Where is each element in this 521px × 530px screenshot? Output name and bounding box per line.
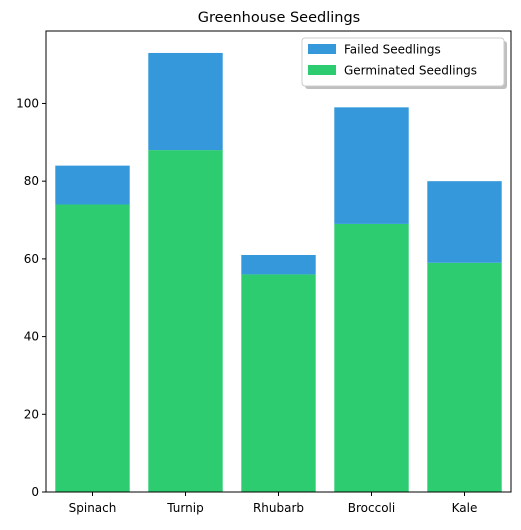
y-tick-label: 40 <box>24 330 39 344</box>
bar-germinated-seedlings-kale <box>427 262 502 492</box>
legend-label-germinated-seedlings: Germinated Seedlings <box>344 64 477 78</box>
bar-failed-seedlings-spinach <box>55 165 130 205</box>
x-tick-label-rhubarb: Rhubarb <box>253 501 304 515</box>
legend-box <box>301 37 505 87</box>
bar-germinated-seedlings-rhubarb <box>241 274 316 492</box>
x-tick-label-broccoli: Broccoli <box>348 501 395 515</box>
bars-layer <box>55 52 502 493</box>
bar-germinated-seedlings-broccoli <box>334 223 409 492</box>
bar-failed-seedlings-broccoli <box>334 107 409 224</box>
x-axis: Spinach Turnip Rhubarb Broccoli Kale <box>69 492 478 515</box>
legend: Failed Seedlings Germinated Seedlings <box>301 37 507 89</box>
legend-label-failed-seedlings: Failed Seedlings <box>344 43 441 57</box>
y-tick-label: 100 <box>16 96 39 110</box>
x-tick-label-turnip: Turnip <box>166 501 203 515</box>
y-axis: 0 20 40 60 80 100 <box>16 96 46 499</box>
bar-failed-seedlings-kale <box>427 181 502 263</box>
y-tick-label: 0 <box>31 485 39 499</box>
y-tick-label: 60 <box>24 252 39 266</box>
bar-failed-seedlings-rhubarb <box>241 254 316 275</box>
bar-germinated-seedlings-spinach <box>55 204 130 492</box>
x-tick-label-kale: Kale <box>452 501 478 515</box>
y-tick-label: 20 <box>24 407 39 421</box>
legend-swatch-germinated-seedlings <box>308 65 336 75</box>
x-tick-label-spinach: Spinach <box>69 501 117 515</box>
bar-germinated-seedlings-turnip <box>148 150 223 493</box>
bar-failed-seedlings-turnip <box>148 52 223 151</box>
y-tick-label: 80 <box>24 174 39 188</box>
legend-swatch-failed-seedlings <box>308 44 336 54</box>
chart-title: Greenhouse Seedlings <box>198 10 361 26</box>
